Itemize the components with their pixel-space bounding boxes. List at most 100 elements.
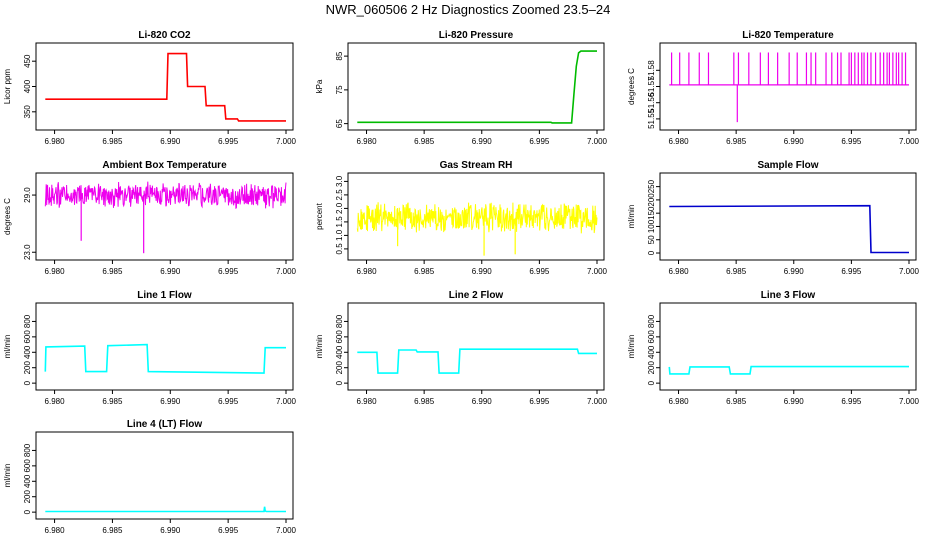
x-tick-label: 6.990 [472,267,493,276]
plot-frame [35,42,294,131]
x-tick-label: 7.000 [276,137,297,146]
panel-6: Sample Flow 6.980 6.985 6.990 6.995 7.000 0 50 1… [627,160,920,276]
y-tick-label: 200 [335,360,344,374]
series-line [44,343,286,374]
y-tick-label: 23.0 [23,244,32,260]
y-tick-label: 75 [335,85,344,94]
x-tick-label: 6.985 [414,137,435,146]
y-tick-label: 0.5 [335,243,344,255]
panel-title: Line 2 Flow [449,290,504,301]
y-axis-label: ml/min [315,335,324,359]
y-tick-label: 800 [335,314,344,328]
series-noise [356,202,598,234]
y-tick-label: 1.0 [335,229,344,241]
x-tick-label: 6.985 [414,267,435,276]
y-tick-label: 450 [23,54,32,68]
x-tick-label: 6.995 [529,267,550,276]
x-tick-label: 6.995 [529,397,550,406]
series-line [45,52,286,122]
series-line [45,506,286,513]
y-axis-label: percent [315,202,324,229]
y-tick-label: 1.5 [335,216,344,228]
y-tick-label: 800 [23,314,32,328]
plot-frame [35,172,294,261]
series-line [669,204,909,254]
y-tick-label: 51.55 [647,108,656,129]
x-tick-label: 7.000 [587,397,608,406]
y-tick-label: 65 [335,119,344,128]
y-tick-label: 400 [23,79,32,93]
y-tick-label: 85 [335,51,344,60]
plot-frame [347,302,605,391]
y-axis-label: ml/min [627,205,636,229]
x-tick-label: 6.990 [784,397,805,406]
x-tick-label: 6.990 [160,526,181,535]
panel-10: Line 4 (LT) Flow 6.980 6.985 6.990 6.995 7.00… [3,419,297,535]
y-tick-label: 51.57 [647,76,656,97]
y-tick-label: 2.5 [335,189,344,201]
panel-2: Li-820 Pressure 6.980 6.985 6.990 6.995 7.000… [315,30,608,146]
y-tick-label: 600 [647,330,656,344]
x-tick-label: 6.990 [160,267,181,276]
panel-title: Li-820 CO2 [138,30,191,41]
y-tick-label: 400 [23,345,32,359]
x-tick-label: 6.980 [45,137,66,146]
y-tick-label: 400 [335,345,344,359]
panel-1: Li-820 CO2 6.980 6.985 6.990 6.995 7.000 350 40… [3,30,297,146]
y-tick-label: 0 [647,380,656,385]
x-tick-label: 6.995 [841,397,862,406]
x-tick-label: 7.000 [899,137,920,146]
y-tick-label: 2.0 [335,202,344,214]
x-tick-label: 6.990 [160,397,181,406]
y-tick-label: 350 [23,105,32,119]
panel-title: Ambient Box Temperature [102,160,227,171]
y-tick-label: 51.56 [647,92,656,113]
x-tick-label: 7.000 [899,397,920,406]
y-tick-label: 600 [23,330,32,344]
x-tick-label: 6.985 [102,137,123,146]
x-tick-label: 6.980 [357,397,378,406]
series-line [357,348,597,374]
panel-4: Ambient Box Temperature 6.980 6.985 6.990 6.… [3,160,297,276]
plot-frame [35,431,294,520]
panel-5: Gas Stream RH 6.980 6.985 6.990 6.995 7.000 0.… [315,160,608,276]
plot-frame [659,302,917,391]
y-tick-label: 400 [23,474,32,488]
y-tick-label: 200 [647,193,656,207]
y-tick-label: 800 [647,314,656,328]
series-noise [44,181,287,209]
figure-title: NWR_060506 2 Hz Diagnostics Zoomed 23.5–… [325,2,611,17]
panel-7: Line 1 Flow 6.980 6.985 6.990 6.995 7.000 0 200… [3,290,297,406]
panel-title: Line 1 Flow [137,290,192,301]
panel-title: Line 3 Flow [761,290,816,301]
panel-title: Li-820 Pressure [439,30,514,41]
y-axis-label: Licor ppm [3,69,12,104]
y-tick-label: 0 [335,380,344,385]
x-tick-label: 6.990 [472,397,493,406]
x-tick-label: 6.995 [218,137,239,146]
y-axis-label: ml/min [627,335,636,359]
x-tick-label: 6.980 [357,267,378,276]
y-axis-label: kPa [315,79,324,93]
y-axis-label: ml/min [3,464,12,488]
y-tick-label: 51.58 [647,60,656,81]
series-line [357,50,597,124]
panel-title: Sample Flow [757,160,818,171]
x-tick-label: 6.990 [472,137,493,146]
y-tick-label: 0 [647,250,656,255]
panel-title: Gas Stream RH [440,160,513,171]
x-tick-label: 6.980 [669,397,690,406]
y-tick-label: 800 [23,443,32,457]
y-tick-label: 200 [647,360,656,374]
y-tick-label: 0 [23,380,32,385]
plot-frame [659,42,917,131]
y-tick-label: 600 [335,330,344,344]
y-axis-label: degrees C [627,68,636,105]
panel-8: Line 2 Flow 6.980 6.985 6.990 6.995 7.000 0 200… [315,290,608,406]
x-tick-label: 7.000 [276,397,297,406]
x-tick-label: 7.000 [587,137,608,146]
x-tick-label: 6.995 [841,137,862,146]
y-tick-label: 200 [23,489,32,503]
x-tick-label: 6.985 [726,267,747,276]
plot-frame [347,172,605,261]
